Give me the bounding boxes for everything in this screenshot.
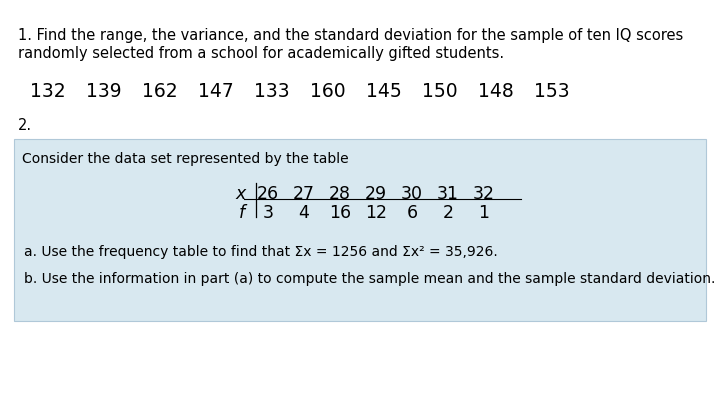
Text: 147: 147	[198, 82, 234, 101]
Text: 12: 12	[365, 203, 387, 221]
Text: 4: 4	[299, 203, 310, 221]
Text: 150: 150	[422, 82, 458, 101]
Text: 30: 30	[401, 184, 423, 203]
Text: 29: 29	[365, 184, 387, 203]
Text: 3: 3	[263, 203, 274, 221]
Text: 148: 148	[478, 82, 514, 101]
Text: 145: 145	[366, 82, 402, 101]
Text: b. Use the information in part (a) to compute the sample mean and the sample sta: b. Use the information in part (a) to co…	[24, 271, 716, 285]
Text: a. Use the frequency table to find that Σx = 1256 and Σx² = 35,926.: a. Use the frequency table to find that …	[24, 244, 498, 258]
Text: 1. Find the range, the variance, and the standard deviation for the sample of te: 1. Find the range, the variance, and the…	[18, 28, 683, 43]
Text: 132: 132	[30, 82, 66, 101]
Text: Consider the data set represented by the table: Consider the data set represented by the…	[22, 152, 348, 166]
Text: 153: 153	[534, 82, 570, 101]
Text: 6: 6	[406, 203, 418, 221]
Text: 2: 2	[443, 203, 454, 221]
Text: 32: 32	[473, 184, 495, 203]
Bar	[14, 140, 706, 321]
Text: $x$: $x$	[235, 184, 248, 203]
Text: 162: 162	[142, 82, 178, 101]
Text: 31: 31	[437, 184, 459, 203]
Text: 16: 16	[329, 203, 351, 221]
Text: randomly selected from a school for academically gifted students.: randomly selected from a school for acad…	[18, 46, 504, 61]
Text: 27: 27	[293, 184, 315, 203]
Text: 133: 133	[254, 82, 289, 101]
Text: 160: 160	[310, 82, 346, 101]
Text: 2.: 2.	[18, 118, 32, 133]
Text: 139: 139	[86, 82, 122, 101]
Text: 1: 1	[479, 203, 490, 221]
Text: 28: 28	[329, 184, 351, 203]
Text: 26: 26	[257, 184, 279, 203]
Text: $f$: $f$	[238, 203, 248, 221]
